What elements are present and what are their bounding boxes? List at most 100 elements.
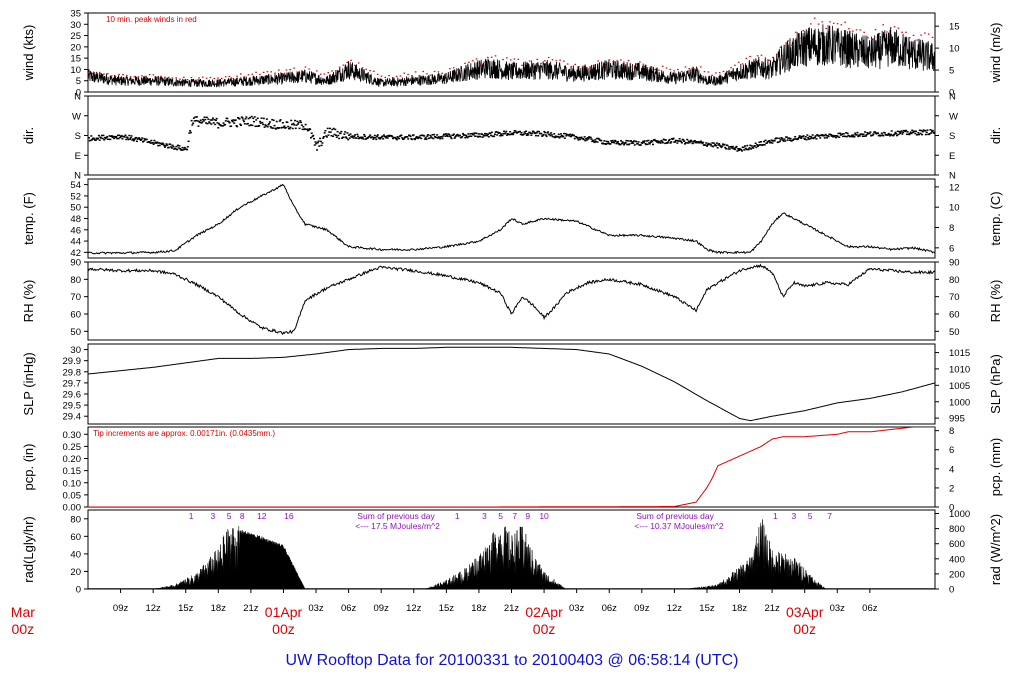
peak-wind-mark bbox=[684, 66, 687, 68]
direction-point bbox=[560, 133, 563, 135]
direction-point bbox=[919, 132, 922, 135]
peak-wind-mark bbox=[221, 77, 223, 80]
direction-point bbox=[346, 132, 349, 134]
direction-point bbox=[441, 137, 444, 140]
direction-point bbox=[232, 119, 235, 121]
left-tick-label: 29.6 bbox=[63, 390, 82, 401]
peak-wind-mark bbox=[578, 66, 580, 68]
direction-point bbox=[655, 140, 658, 142]
direction-point bbox=[905, 133, 908, 136]
direction-point bbox=[247, 117, 250, 120]
peak-wind-mark bbox=[627, 60, 630, 62]
direction-point bbox=[934, 131, 935, 133]
direction-point bbox=[318, 145, 321, 147]
direction-point bbox=[205, 116, 208, 119]
direction-point bbox=[626, 140, 629, 142]
direction-point bbox=[542, 133, 545, 136]
x-tick-label: 21z bbox=[504, 603, 520, 614]
direction-point bbox=[545, 135, 548, 138]
left-tick-label: 80 bbox=[70, 275, 81, 286]
direction-point bbox=[771, 142, 774, 144]
direction-point bbox=[809, 137, 812, 140]
peak-wind-mark bbox=[768, 59, 770, 61]
direction-point bbox=[525, 130, 528, 133]
direction-point bbox=[162, 143, 165, 145]
x-date-time-label: 00z bbox=[533, 621, 556, 637]
hour-marker-label: 10 bbox=[539, 511, 549, 521]
direction-point bbox=[287, 125, 290, 128]
pcp-line bbox=[88, 427, 935, 507]
left-tick-label: 0.30 bbox=[63, 430, 82, 441]
direction-point bbox=[241, 117, 244, 119]
direction-point bbox=[362, 138, 365, 140]
direction-point bbox=[403, 137, 406, 139]
direction-point bbox=[764, 139, 767, 142]
direction-point bbox=[294, 127, 297, 130]
direction-point bbox=[423, 135, 426, 137]
daily-sum-value: <--- 10.37 MJoules/m^2 bbox=[634, 521, 724, 531]
direction-point bbox=[838, 136, 841, 139]
peak-wind-mark bbox=[179, 78, 181, 80]
direction-point bbox=[724, 146, 727, 149]
direction-point bbox=[183, 148, 186, 151]
direction-point bbox=[506, 134, 509, 136]
direction-point bbox=[801, 135, 804, 138]
direction-point bbox=[499, 133, 502, 135]
direction-point bbox=[836, 135, 839, 138]
direction-point bbox=[712, 142, 715, 144]
right-tick-label: 8 bbox=[949, 223, 954, 234]
peak-wind-mark bbox=[270, 71, 273, 73]
peak-wind-mark bbox=[783, 45, 786, 47]
direction-point bbox=[304, 123, 307, 126]
direction-point bbox=[424, 136, 427, 139]
direction-point bbox=[458, 134, 461, 137]
direction-point bbox=[933, 132, 935, 135]
x-date-time-label: 00z bbox=[12, 621, 35, 637]
peak-wind-mark bbox=[475, 58, 478, 60]
direction-point bbox=[893, 133, 896, 135]
direction-point bbox=[195, 119, 198, 122]
panel-frame bbox=[87, 261, 936, 341]
direction-point bbox=[255, 119, 258, 121]
direction-point bbox=[686, 138, 689, 141]
direction-point bbox=[683, 140, 686, 142]
direction-point bbox=[901, 133, 904, 135]
direction-point bbox=[347, 134, 350, 136]
direction-point bbox=[789, 137, 792, 140]
direction-point bbox=[775, 137, 778, 139]
direction-point bbox=[631, 141, 634, 143]
direction-point bbox=[420, 137, 423, 140]
direction-point bbox=[576, 137, 579, 140]
peak-wind-mark bbox=[851, 30, 854, 32]
left-tick-label: S bbox=[75, 131, 81, 142]
direction-point bbox=[753, 145, 756, 147]
direction-point bbox=[842, 133, 845, 135]
direction-point bbox=[496, 131, 499, 134]
direction-point bbox=[385, 135, 388, 137]
direction-point bbox=[356, 133, 359, 136]
series-layer bbox=[88, 183, 935, 255]
direction-point bbox=[110, 135, 113, 137]
direction-point bbox=[382, 134, 385, 136]
left-tick-label: 25 bbox=[70, 31, 81, 42]
direction-point bbox=[138, 137, 141, 139]
direction-point bbox=[660, 139, 663, 142]
left-tick-label: 20 bbox=[70, 567, 81, 578]
direction-point bbox=[607, 140, 610, 143]
direction-point bbox=[310, 132, 313, 135]
x-tick-label: 18z bbox=[211, 603, 227, 614]
direction-point bbox=[611, 139, 614, 142]
direction-point bbox=[254, 125, 257, 128]
direction-point bbox=[140, 138, 143, 141]
direction-point bbox=[548, 133, 551, 135]
direction-point bbox=[672, 137, 675, 140]
right-tick-label: 1000 bbox=[949, 397, 970, 408]
peak-wind-mark bbox=[445, 73, 447, 75]
right-tick-label: 15 bbox=[949, 22, 960, 33]
direction-point bbox=[151, 141, 154, 144]
direction-point bbox=[857, 135, 860, 138]
peak-wind-mark bbox=[616, 60, 618, 62]
direction-point bbox=[240, 124, 243, 127]
